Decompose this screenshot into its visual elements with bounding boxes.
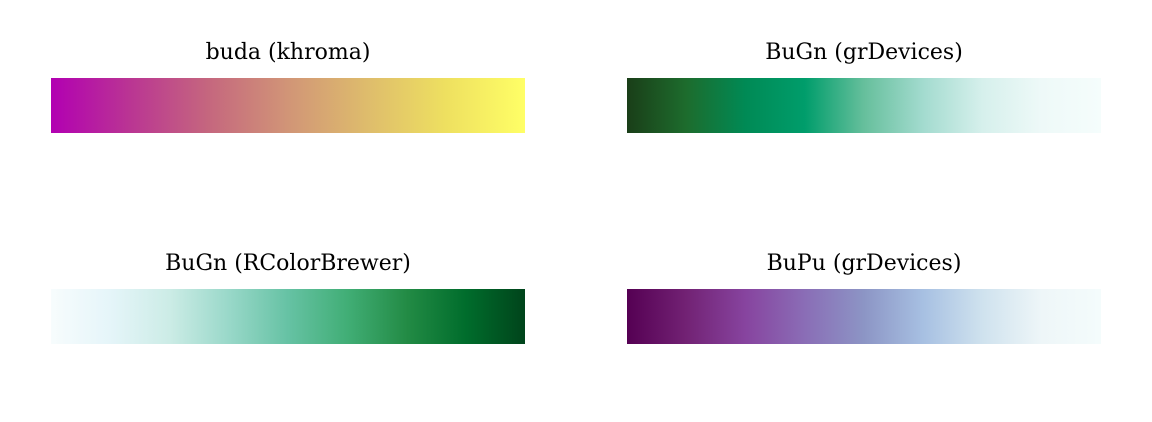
palette-title: BuGn (RColorBrewer) [165,251,411,276]
palette-gradient-bar [51,289,525,344]
palette-gradient-bar [51,78,525,133]
palette-gradient [627,78,1101,133]
palette-gradient-bar [627,289,1101,344]
palette-title: BuGn (grDevices) [765,40,963,65]
palette-title: BuPu (grDevices) [766,251,962,276]
palette-gradient [627,289,1101,344]
palette-title: buda (khroma) [205,40,371,65]
palette-gradient [51,78,525,133]
palette-gradient-bar [627,78,1101,133]
palette-gradient [51,289,525,344]
